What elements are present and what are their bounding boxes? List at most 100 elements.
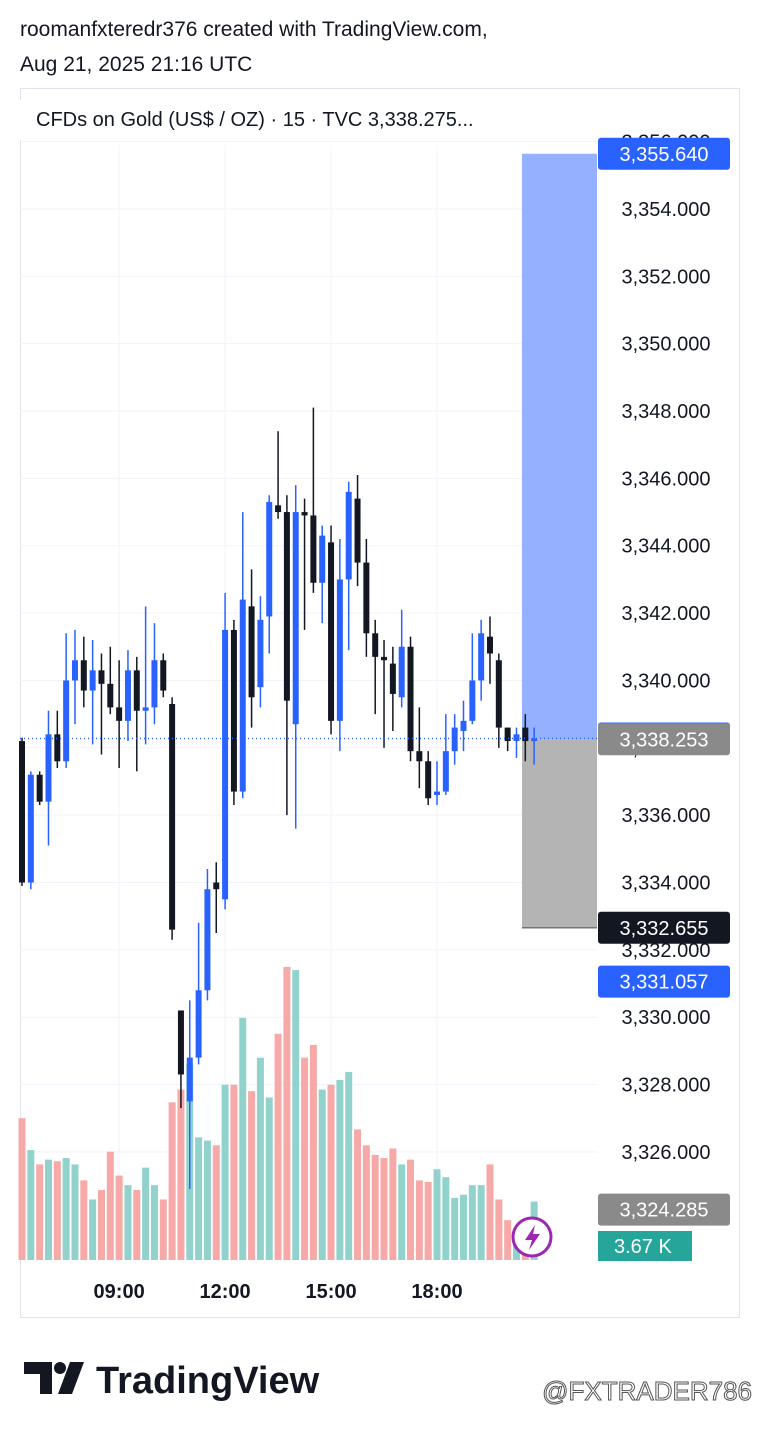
x-tick-label: 12:00 [200, 1281, 251, 1303]
candle-body [328, 542, 335, 721]
volume-bar [150, 1185, 158, 1260]
y-tick-label: 3,330.000 [622, 1007, 711, 1029]
candle-body [54, 734, 61, 762]
candle-body [204, 889, 211, 991]
candle-body [63, 680, 70, 762]
volume-bar [248, 1091, 256, 1260]
volume-bar [380, 1158, 388, 1260]
candle-body [513, 734, 520, 742]
candle-body [160, 660, 167, 691]
volume-bar [283, 966, 291, 1260]
volume-bar [345, 1072, 353, 1260]
candle-body [275, 505, 282, 513]
volume-bar [424, 1181, 432, 1260]
candle-body [107, 683, 114, 708]
volume-bar [309, 1044, 317, 1260]
price-tag [598, 723, 730, 756]
volume-tag [598, 1231, 692, 1261]
candle-body [222, 629, 229, 900]
y-tick-label: 3,354.000 [622, 199, 711, 221]
candle-body [124, 670, 131, 721]
candle-body [486, 636, 493, 654]
candle-body [460, 720, 467, 731]
price-tag-label: 3,331.057 [620, 972, 709, 994]
price-tag [598, 965, 730, 998]
candle-body [248, 606, 255, 698]
volume-bar [433, 1169, 441, 1260]
volume-bar [44, 1159, 52, 1260]
volume-bar [106, 1151, 114, 1260]
y-tick-label: 3,340.000 [622, 670, 711, 692]
volume-bar [97, 1189, 105, 1260]
candle-body [531, 738, 538, 742]
y-tick-label: 3,348.000 [622, 401, 711, 423]
candle-body [98, 670, 105, 684]
candle-body [71, 660, 78, 681]
price-tag-label: 3,324.285 [620, 1200, 709, 1222]
volume-bar [495, 1199, 503, 1260]
x-tick-label: 18:00 [411, 1281, 462, 1303]
volume-bar [168, 1102, 176, 1260]
volume-bar [477, 1185, 485, 1260]
volume-bar [239, 1017, 247, 1260]
candle-body [45, 734, 52, 802]
volume-bar [89, 1199, 97, 1260]
volume-tag-label: 3.67 K [614, 1236, 672, 1258]
candle-body [239, 599, 246, 792]
volume-bar [318, 1089, 326, 1260]
candle-body [27, 774, 34, 883]
volume-bar [124, 1185, 132, 1260]
candle-body [389, 663, 396, 694]
author-line: roomanfxteredr376 created with TradingVi… [20, 18, 488, 41]
profit-zone [522, 153, 597, 740]
volume-bar [177, 1089, 185, 1260]
volume-bar [212, 1145, 220, 1260]
candle-body [425, 761, 432, 799]
candle-body [522, 727, 529, 742]
candle-body [434, 791, 441, 795]
y-tick-label: 3,336.000 [622, 805, 711, 827]
volume-bar [354, 1129, 362, 1260]
volume-bar [292, 970, 300, 1260]
volume-bar [301, 1057, 309, 1260]
candle-body [310, 515, 317, 583]
candle-body [80, 660, 87, 691]
candle-body [89, 670, 96, 691]
y-tick-label: 3,328.000 [622, 1075, 711, 1097]
candle-body [319, 535, 326, 583]
title-backdrop [20, 100, 560, 140]
candle-body [169, 704, 176, 930]
candle-body [442, 751, 449, 792]
candle-body [495, 660, 502, 728]
volume-bar [389, 1148, 397, 1260]
candle-body [301, 512, 308, 516]
volume-bar [336, 1080, 344, 1260]
volume-bar [36, 1164, 44, 1260]
volume-bar [62, 1158, 70, 1260]
volume-bar [442, 1177, 450, 1260]
candle-body [116, 707, 123, 721]
chart-title: CFDs on Gold (US$ / OZ) · 15 · TVC 3,338… [36, 109, 474, 131]
y-tick-label: 3,352.000 [622, 266, 711, 288]
price-tag [598, 1193, 730, 1226]
candle-body [451, 727, 458, 752]
y-tick-label: 3,334.000 [622, 872, 711, 894]
candle-body [195, 990, 202, 1058]
volume-bar [407, 1159, 415, 1260]
price-tag [598, 911, 730, 944]
volume-bar [71, 1164, 79, 1260]
price-tag-label: 3,338.253 [620, 729, 709, 751]
candle-body [266, 501, 273, 617]
candle-body [213, 882, 220, 890]
candle-body [292, 512, 299, 725]
volume-bar [230, 1084, 238, 1260]
candle-body [19, 741, 25, 883]
volume-bar [256, 1057, 264, 1260]
volume-bar [133, 1189, 141, 1260]
price-tag-label: 3,355.640 [620, 144, 709, 166]
candle-body [345, 491, 352, 580]
tradingview-logo: TradingView [24, 1360, 320, 1402]
candle-body [363, 562, 370, 634]
volume-bar [415, 1180, 423, 1260]
